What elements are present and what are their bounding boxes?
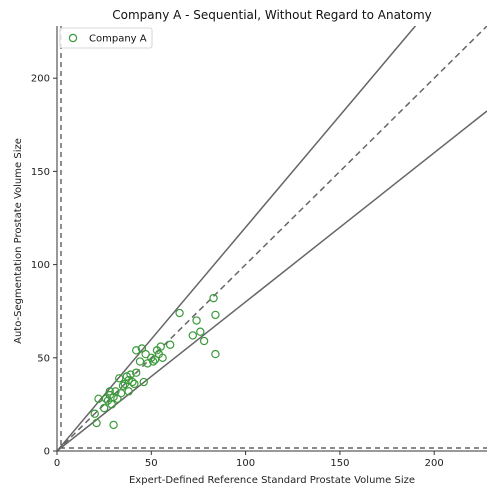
data-point [130, 379, 139, 389]
reference-line-identity [57, 26, 487, 451]
data-point [148, 357, 158, 366]
data-point [196, 327, 205, 336]
data-point [126, 370, 135, 379]
x-tick-label: 0 [54, 458, 60, 469]
data-point [135, 357, 145, 366]
data-point [128, 377, 137, 387]
data-point [124, 387, 133, 396]
data-point [188, 331, 197, 340]
data-point [115, 374, 124, 383]
reference-line-lower-bound [57, 110, 487, 451]
data-point [156, 342, 165, 351]
data-point [137, 344, 147, 353]
x-tick-label: 100 [236, 458, 255, 469]
data-point [141, 349, 150, 359]
data-point [209, 293, 218, 303]
series-company-a [90, 293, 220, 430]
y-tick-label: 100 [31, 260, 50, 271]
data-point [165, 340, 175, 349]
data-point [199, 336, 209, 346]
data-point [99, 403, 109, 413]
x-axis-title: Expert-Defined Reference Standard Prosta… [129, 475, 415, 486]
data-point [211, 310, 220, 320]
y-tick-label: 0 [44, 447, 50, 458]
data-point [175, 308, 184, 318]
data-point [92, 418, 101, 428]
data-point [107, 400, 116, 409]
data-point [139, 377, 148, 387]
data-point [132, 368, 141, 377]
legend-marker [68, 33, 78, 43]
data-point [150, 355, 160, 364]
x-tick-label: 50 [145, 458, 158, 469]
y-tick-label: 200 [31, 74, 50, 85]
y-axis-title: Auto-Segmentation Prostate Volume Size [13, 138, 24, 344]
chart-title: Company A - Sequential, Without Regard t… [112, 8, 432, 22]
data-point [192, 316, 201, 325]
data-point [90, 409, 99, 418]
data-point [116, 389, 126, 398]
data-point [158, 353, 167, 362]
legend-label: Company A [89, 34, 147, 45]
reference-line-upper-bound [57, 26, 417, 451]
data-point [118, 381, 128, 390]
data-point [111, 387, 120, 396]
legend: Company A [59, 27, 153, 49]
plot-area: 0 50 100 150 200 0 50 100 150 200 [31, 26, 487, 469]
x-tick-label: 150 [330, 458, 349, 469]
data-point [143, 359, 152, 368]
data-point [132, 346, 141, 355]
data-point [105, 387, 115, 396]
y-tick-label: 50 [37, 353, 50, 364]
data-point [113, 394, 122, 404]
data-point [109, 420, 118, 430]
data-point [211, 349, 220, 359]
x-tick-label: 200 [425, 458, 444, 469]
legend-box [59, 27, 153, 49]
y-tick-label: 150 [31, 167, 50, 178]
